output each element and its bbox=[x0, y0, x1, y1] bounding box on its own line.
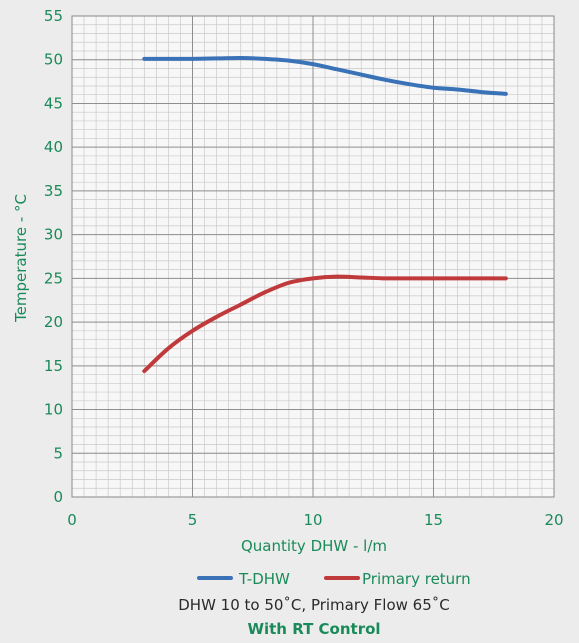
series-line-t-dhw bbox=[142, 55, 508, 96]
x-tick-label: 5 bbox=[188, 511, 198, 529]
y-tick-label: 50 bbox=[44, 51, 63, 69]
y-tick-label: 40 bbox=[44, 138, 63, 156]
y-tick-label: 30 bbox=[44, 226, 63, 244]
y-tick-label: 55 bbox=[44, 7, 63, 25]
legend: T-DHW Primary return bbox=[197, 570, 471, 588]
y-tick-label: 20 bbox=[44, 313, 63, 331]
x-tick-label: 20 bbox=[544, 511, 563, 529]
plot-border bbox=[71, 15, 555, 498]
y-tick-label: 25 bbox=[44, 269, 63, 287]
y-tick-label: 0 bbox=[53, 488, 63, 506]
legend-label-t-dhw: T-DHW bbox=[238, 570, 290, 588]
y-tick-label: 35 bbox=[44, 182, 63, 200]
y-tick-label: 10 bbox=[44, 401, 63, 419]
chart-caption: DHW 10 to 50˚C, Primary Flow 65˚C bbox=[178, 596, 450, 614]
x-tick-labels: 0 5 10 15 20 bbox=[67, 511, 563, 529]
x-axis-label: Quantity DHW - l/m bbox=[241, 537, 387, 555]
y-tick-label: 15 bbox=[44, 357, 63, 375]
y-tick-labels: 0 5 10 15 20 25 30 35 40 45 50 55 bbox=[44, 7, 63, 506]
legend-label-primary-return: Primary return bbox=[362, 570, 471, 588]
x-tick-label: 0 bbox=[67, 511, 77, 529]
y-tick-label: 45 bbox=[44, 94, 63, 112]
series-lines bbox=[142, 55, 508, 374]
series-line-primary-return bbox=[142, 274, 508, 374]
chart-subcaption: With RT Control bbox=[247, 620, 380, 638]
x-tick-label: 10 bbox=[303, 511, 322, 529]
y-tick-label: 5 bbox=[53, 444, 63, 462]
y-axis-label: Temperature - °C bbox=[12, 194, 30, 323]
x-tick-label: 15 bbox=[424, 511, 443, 529]
